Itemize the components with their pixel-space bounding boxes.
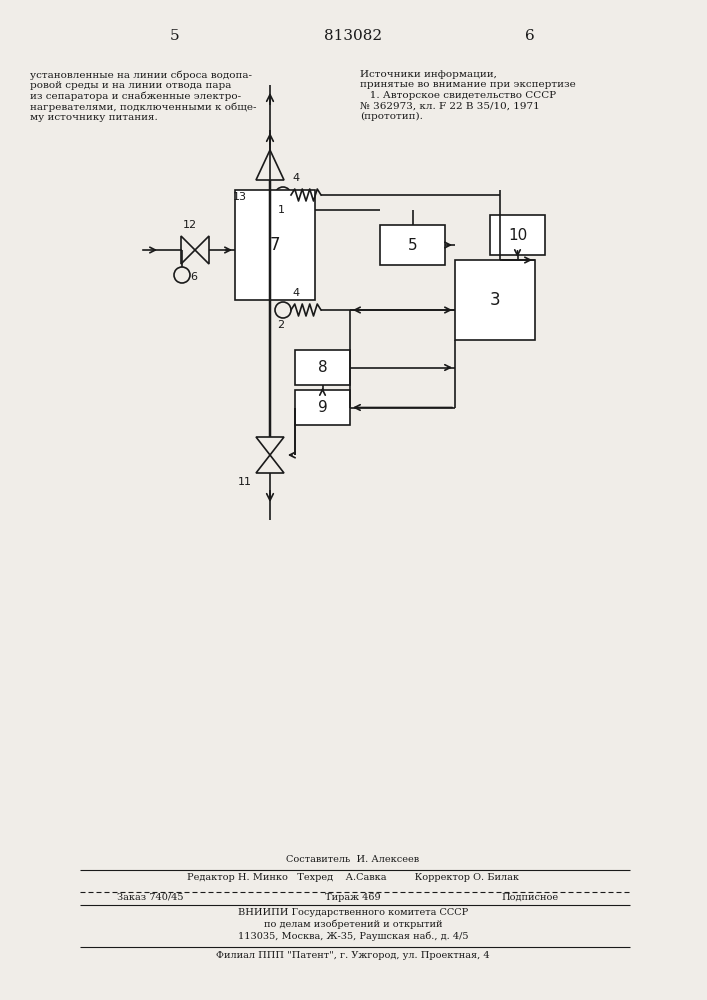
- Text: 4: 4: [293, 173, 300, 183]
- Text: 11: 11: [238, 477, 252, 487]
- Text: Заказ 740/45: Заказ 740/45: [117, 893, 183, 902]
- Text: 6: 6: [525, 29, 535, 43]
- Text: 3: 3: [490, 291, 501, 309]
- Text: 13: 13: [233, 192, 247, 202]
- Bar: [490, 215, 545, 255]
- Text: 9: 9: [317, 400, 327, 415]
- Text: 5: 5: [170, 29, 180, 43]
- Text: Тираж 469: Тираж 469: [325, 893, 381, 902]
- Bar: [455, 260, 535, 340]
- Text: 2: 2: [277, 320, 284, 330]
- Text: 6: 6: [190, 272, 197, 282]
- Text: 8: 8: [317, 360, 327, 375]
- Bar: [295, 350, 350, 385]
- Text: Подписное: Подписное: [501, 893, 559, 902]
- Text: 813082: 813082: [324, 29, 382, 43]
- Bar: [380, 225, 445, 265]
- Text: Редактор Н. Минко   Техред    А.Савка         Корректор О. Билак: Редактор Н. Минко Техред А.Савка Коррект…: [187, 873, 519, 882]
- Text: Составитель  И. Алексеев: Составитель И. Алексеев: [286, 855, 419, 864]
- Text: установленные на линии сброса водопа-
ровой среды и на линии отвода пара
из сепа: установленные на линии сброса водопа- ро…: [30, 70, 257, 122]
- Text: 12: 12: [183, 220, 197, 230]
- Text: Филиал ППП "Патент", г. Ужгород, ул. Проектная, 4: Филиал ППП "Патент", г. Ужгород, ул. Про…: [216, 951, 490, 960]
- Bar: [235, 190, 315, 300]
- Text: 7: 7: [270, 236, 280, 254]
- Bar: [295, 390, 350, 425]
- Text: по делам изобретений и открытий: по делам изобретений и открытий: [264, 920, 443, 929]
- Text: 10: 10: [508, 228, 527, 242]
- Text: 5: 5: [408, 237, 417, 252]
- Text: Источники информации,
принятые во внимание при экспертизе
   1. Авторское свидет: Источники информации, принятые во вниман…: [360, 70, 575, 121]
- Text: ВНИИПИ Государственного комитета СССР: ВНИИПИ Государственного комитета СССР: [238, 908, 468, 917]
- Text: 1: 1: [278, 205, 284, 215]
- Text: 4: 4: [293, 288, 300, 298]
- Text: 113035, Москва, Ж-35, Раушская наб., д. 4/5: 113035, Москва, Ж-35, Раушская наб., д. …: [238, 932, 468, 941]
